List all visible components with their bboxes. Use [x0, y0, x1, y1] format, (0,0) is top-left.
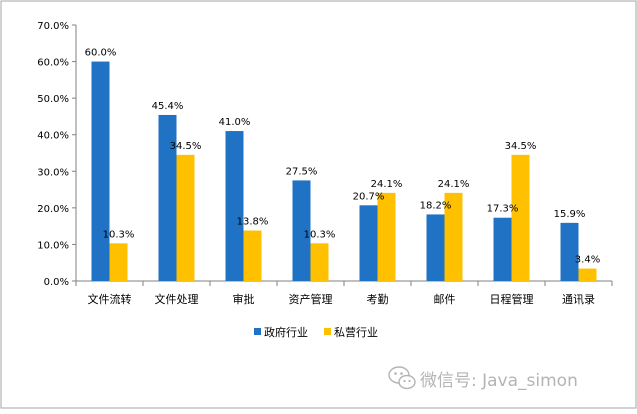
y-tick-label: 40.0% [37, 131, 69, 142]
y-tick-label: 50.0% [37, 94, 69, 105]
category-label: 日程管理 [490, 292, 534, 306]
bar-value-label: 34.5% [170, 141, 202, 152]
category-label: 邮件 [434, 293, 456, 306]
bar-private [377, 192, 396, 281]
y-tick-label: 10.0% [37, 240, 69, 251]
bar-value-label: 24.1% [438, 179, 470, 190]
watermark: 微信号: Java_simon [388, 366, 578, 391]
data-labels: 60.0% 10.3% 45.4% 34.5% 41.0% 13.8% 27.5% 10.3%… [85, 48, 601, 266]
category-label: 审批 [233, 292, 255, 306]
legend-item: 私营行业 [324, 325, 378, 339]
legend-label: 政府行业 [264, 325, 308, 339]
bar-government [158, 114, 177, 281]
y-tick-label: 60.0% [37, 58, 69, 69]
category-label: 资产管理 [289, 292, 333, 306]
bar-private [578, 268, 597, 281]
bar-private [310, 243, 329, 281]
bar-government [91, 61, 110, 282]
bar-private [176, 154, 195, 281]
bars-group [91, 61, 597, 282]
y-tick-label: 70.0% [37, 21, 69, 32]
y-tick-label: 30.0% [37, 167, 69, 178]
bar-private [511, 154, 530, 281]
bar-value-label: 41.0% [219, 117, 251, 128]
bar-value-label: 13.8% [237, 217, 269, 228]
bar-value-label: 24.1% [371, 179, 403, 190]
bar-government [359, 205, 378, 281]
bar-value-label: 10.3% [103, 229, 135, 240]
category-labels: 文件流转 文件处理 审批 资产管理 考勤 邮件 日程管理 通讯录 [88, 292, 596, 306]
bar-government [426, 214, 445, 281]
y-tick-label: 20.0% [37, 204, 69, 215]
category-label: 通讯录 [562, 293, 595, 306]
bar-private [243, 230, 262, 281]
category-label: 文件流转 [88, 292, 132, 306]
legend-swatch [254, 328, 261, 335]
bar-government [225, 131, 244, 281]
bar-value-label: 15.9% [554, 209, 586, 220]
bar-value-label: 27.5% [286, 166, 318, 177]
bar-value-label: 20.7% [353, 191, 385, 202]
bar-value-label: 34.5% [505, 141, 537, 152]
bar-value-label: 17.3% [487, 204, 519, 215]
bar-private [109, 243, 128, 281]
wechat-icon [388, 366, 416, 390]
y-tick-label: 0.0% [44, 277, 69, 288]
legend-label: 私营行业 [334, 325, 378, 339]
bar-government [493, 217, 512, 281]
bar-value-label: 3.4% [575, 255, 600, 266]
y-axis: 0.0% 10.0% 20.0% 30.0% 40.0% 50.0% 60.0% 70.0% [37, 21, 77, 288]
bar-value-label: 18.2% [420, 200, 452, 211]
bar-private [444, 192, 463, 281]
bar-government [292, 180, 311, 281]
legend-item: 政府行业 [254, 325, 308, 339]
category-label: 考勤 [367, 293, 389, 306]
bar-value-label: 60.0% [85, 48, 117, 59]
watermark-text: 微信号: Java_simon [420, 371, 578, 391]
bar-government [560, 222, 579, 281]
bar-value-label: 45.4% [152, 101, 184, 112]
bar-value-label: 10.3% [304, 229, 336, 240]
legend: 政府行业 私营行业 [254, 325, 378, 339]
legend-swatch [324, 328, 331, 335]
category-label: 文件处理 [155, 292, 199, 306]
